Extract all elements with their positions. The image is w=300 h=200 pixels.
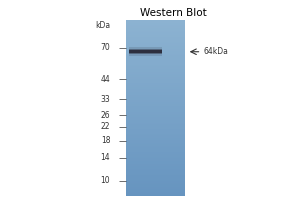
- Text: 44: 44: [100, 75, 110, 84]
- Text: 33: 33: [100, 95, 110, 104]
- Text: 70: 70: [100, 43, 110, 52]
- Bar: [129, 49, 162, 54]
- Bar: [129, 50, 162, 53]
- Text: 10: 10: [101, 176, 110, 185]
- Text: 22: 22: [101, 122, 110, 131]
- Text: 64kDa: 64kDa: [203, 47, 228, 56]
- Text: Western Blot: Western Blot: [140, 8, 207, 18]
- Text: 18: 18: [101, 136, 110, 145]
- Bar: [129, 47, 162, 56]
- Text: 26: 26: [101, 111, 110, 120]
- Text: kDa: kDa: [95, 21, 110, 30]
- Text: 14: 14: [101, 153, 110, 162]
